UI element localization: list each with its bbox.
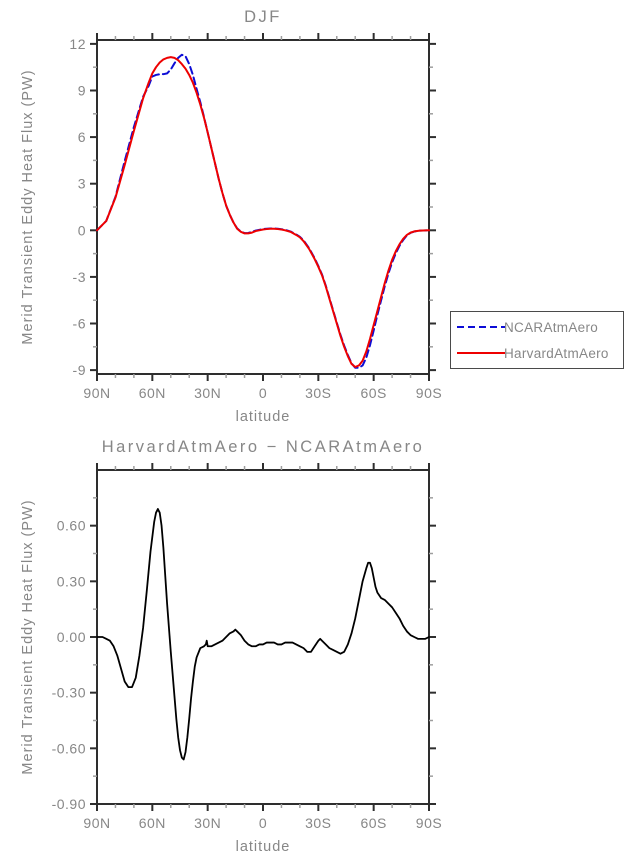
difference-chart: 90N 60N 30N 0 30S 60S 90S 0.60 0.30 0.00 -0.30 -0.6… xyxy=(20,438,442,855)
x-tick-label: 90S xyxy=(416,385,442,401)
chart-title: DJF xyxy=(244,8,282,26)
x-tick-label: 0 xyxy=(259,815,267,831)
tick-marks xyxy=(90,33,436,381)
series-line xyxy=(96,56,430,369)
x-tick-label: 30N xyxy=(194,815,221,831)
y-tick-label: 3 xyxy=(78,176,86,192)
legend-label-harvard: HarvardAtmAero xyxy=(504,345,609,361)
x-tick-label: 60S xyxy=(360,385,386,401)
y-tick-label: 0.60 xyxy=(57,518,86,534)
x-tick-label: 30S xyxy=(305,385,331,401)
y-tick-label: -6 xyxy=(73,316,86,332)
y-tick-label: 0.30 xyxy=(57,573,86,589)
y-tick-label: 9 xyxy=(78,82,86,98)
x-axis-label: latitude xyxy=(236,409,291,425)
chart-title: HarvardAtmAero − NCARAtmAero xyxy=(102,438,425,456)
y-tick-label: 12 xyxy=(69,36,86,52)
y-tick-label: 0.00 xyxy=(57,629,86,645)
y-tick-label: -9 xyxy=(73,362,86,378)
legend-item-ncar: NCARAtmAero xyxy=(456,316,623,338)
x-tick-label: 90S xyxy=(416,815,442,831)
plot-box xyxy=(96,469,430,805)
djf-heat-flux-chart: 90N 60N 30N 0 30S 60S 90S 12 9 6 3 0 -3 -6 -9 DJF latitu… xyxy=(20,8,442,425)
x-axis-label: latitude xyxy=(236,839,291,855)
y-tick-label: 6 xyxy=(78,129,86,145)
y-tick-label: -0.30 xyxy=(52,685,86,701)
y-tick-label: -3 xyxy=(73,269,86,285)
y-tick-label: 0 xyxy=(78,222,86,238)
x-tick-label: 90N xyxy=(83,815,110,831)
legend-label-ncar: NCARAtmAero xyxy=(504,319,599,335)
x-tick-label: 60N xyxy=(139,815,166,831)
legend: NCARAtmAero HarvardAtmAero xyxy=(450,311,624,369)
x-tick-label: 30N xyxy=(194,385,221,401)
y-tick-label: -0.60 xyxy=(52,740,86,756)
x-tick-label: 90N xyxy=(83,385,110,401)
solid-line-icon xyxy=(457,352,505,354)
legend-item-harvard: HarvardAtmAero xyxy=(456,342,623,364)
x-tick-label: 60S xyxy=(360,815,386,831)
y-tick-label: -0.90 xyxy=(52,796,86,812)
x-tick-label: 30S xyxy=(305,815,331,831)
y-axis-label: Merid Transient Eddy Heat Flux (PW) xyxy=(20,69,36,344)
tick-marks xyxy=(90,463,436,811)
series-line xyxy=(96,508,430,761)
x-tick-label: 60N xyxy=(139,385,166,401)
y-axis-label: Merid Transient Eddy Heat Flux (PW) xyxy=(20,499,36,774)
dashed-line-icon xyxy=(457,326,505,328)
x-tick-label: 0 xyxy=(259,385,267,401)
series-line xyxy=(96,53,430,369)
